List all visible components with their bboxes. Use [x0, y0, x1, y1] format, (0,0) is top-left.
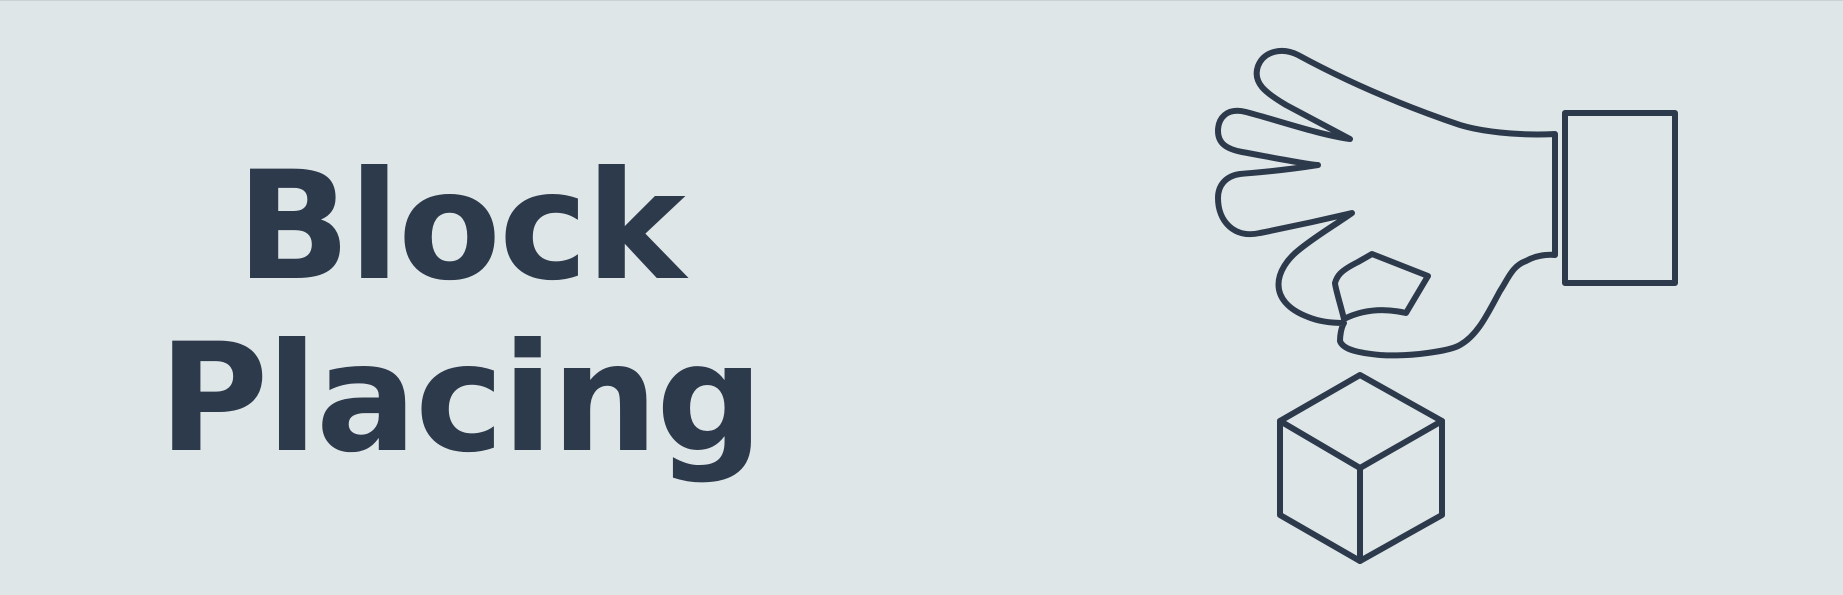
illustration — [1160, 1, 1720, 595]
cube-icon — [1277, 372, 1445, 564]
title-line-1: Block — [236, 140, 685, 314]
title-line-2: Placing — [158, 312, 763, 486]
banner-title: Block Placing — [150, 141, 770, 485]
hand-placing-icon — [1215, 48, 1678, 359]
